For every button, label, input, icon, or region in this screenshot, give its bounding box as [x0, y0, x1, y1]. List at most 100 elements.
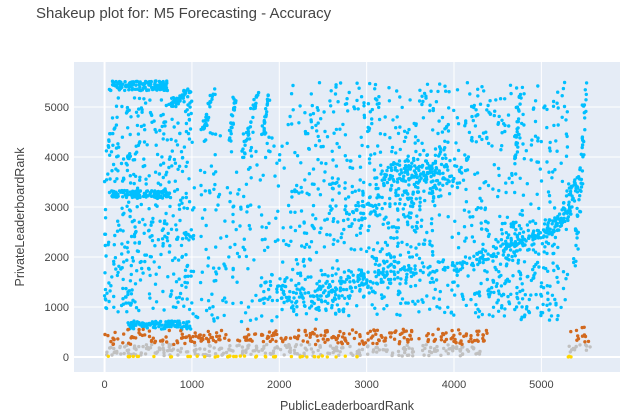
scatter-point-none — [431, 199, 435, 203]
scatter-point-none — [580, 143, 585, 147]
scatter-point-none — [361, 211, 365, 216]
scatter-point-bronze — [583, 340, 587, 344]
scatter-point-none — [160, 155, 164, 159]
scatter-point-none — [569, 184, 573, 189]
scatter-point-none — [300, 244, 304, 248]
scatter-point-bronze — [409, 337, 414, 341]
scatter-point-none — [413, 135, 418, 139]
scatter-point-none — [395, 89, 399, 93]
scatter-point-none — [223, 264, 227, 268]
scatter-point-none — [142, 82, 146, 86]
scatter-point-bronze — [464, 333, 468, 338]
scatter-point-none — [510, 254, 514, 259]
scatter-point-none — [286, 203, 291, 208]
scatter-point-none — [306, 131, 310, 136]
scatter-point-none — [204, 223, 208, 228]
scatter-point-bronze — [184, 335, 189, 339]
scatter-point-none — [106, 144, 111, 148]
scatter-point-none — [434, 278, 439, 282]
scatter-point-none — [170, 149, 174, 153]
scatter-point-none — [548, 227, 552, 231]
scatter-point-none — [347, 224, 351, 229]
scatter-point-none — [349, 286, 353, 290]
scatter-point-bronze — [131, 335, 136, 340]
scatter-point-none — [266, 93, 270, 98]
scatter-point-none — [387, 99, 392, 103]
scatter-point-none — [125, 246, 129, 250]
scatter-point-none — [177, 207, 182, 211]
scatter-point-none — [564, 118, 568, 122]
scatter-point-none — [568, 192, 573, 196]
scatter-point-none — [328, 204, 332, 208]
scatter-point-silver — [568, 350, 572, 354]
scatter-point-bronze — [151, 336, 155, 340]
scatter-point-none — [395, 180, 400, 184]
scatter-point-none — [384, 274, 388, 278]
scatter-point-none — [169, 292, 173, 297]
scatter-point-none — [109, 284, 113, 288]
scatter-point-none — [539, 139, 543, 144]
scatter-point-none — [126, 292, 130, 297]
scatter-point-none — [440, 130, 445, 134]
scatter-point-none — [430, 228, 435, 233]
scatter-point-silver — [326, 351, 330, 355]
scatter-point-none — [161, 161, 166, 165]
scatter-point-none — [182, 145, 187, 149]
scatter-point-none — [353, 285, 358, 290]
scatter-point-none — [154, 203, 158, 207]
scatter-point-none — [121, 277, 125, 282]
scatter-point-none — [522, 157, 526, 161]
scatter-point-none — [555, 317, 559, 322]
scatter-point-gold — [188, 354, 192, 359]
scatter-point-none — [127, 156, 131, 161]
scatter-point-none — [457, 168, 462, 172]
scatter-point-none — [179, 243, 184, 248]
scatter-point-none — [231, 205, 235, 209]
scatter-point-none — [392, 225, 396, 229]
scatter-point-silver — [126, 351, 131, 355]
scatter-point-none — [485, 108, 489, 112]
scatter-point-silver — [141, 344, 145, 349]
scatter-point-none — [177, 203, 181, 207]
scatter-point-bronze — [377, 338, 381, 342]
scatter-point-none — [551, 261, 555, 265]
scatter-point-gold — [216, 354, 220, 358]
scatter-point-none — [552, 268, 556, 273]
scatter-point-none — [504, 181, 508, 185]
scatter-point-none — [351, 210, 355, 214]
scatter-point-none — [129, 234, 134, 239]
scatter-point-none — [357, 86, 361, 90]
scatter-point-none — [504, 256, 508, 260]
scatter-point-none — [473, 124, 478, 128]
scatter-point-none — [278, 277, 282, 281]
scatter-point-none — [172, 157, 177, 162]
scatter-point-none — [556, 106, 560, 110]
scatter-point-none — [437, 297, 442, 301]
scatter-point-none — [422, 242, 427, 246]
scatter-point-none — [388, 202, 392, 206]
scatter-point-none — [488, 112, 492, 116]
scatter-point-none — [381, 267, 386, 271]
scatter-point-none — [478, 256, 482, 260]
scatter-point-none — [309, 304, 314, 308]
scatter-point-bronze — [472, 338, 477, 343]
scatter-point-silver — [247, 343, 251, 347]
scatter-point-silver — [421, 343, 425, 348]
scatter-point-none — [318, 230, 322, 235]
scatter-point-silver — [335, 349, 339, 353]
scatter-point-none — [433, 270, 437, 274]
scatter-point-none — [283, 277, 287, 282]
scatter-point-none — [567, 200, 571, 204]
scatter-point-none — [293, 150, 297, 155]
scatter-point-none — [505, 236, 510, 240]
scatter-point-silver — [162, 348, 166, 352]
scatter-point-none — [366, 129, 370, 134]
scatter-point-bronze — [183, 341, 187, 346]
scatter-point-none — [395, 244, 400, 248]
scatter-point-none — [453, 219, 457, 223]
scatter-point-none — [422, 91, 427, 96]
scatter-point-none — [543, 218, 547, 222]
scatter-point-none — [533, 119, 538, 124]
scatter-point-none — [189, 274, 193, 278]
scatter-point-none — [143, 128, 147, 132]
